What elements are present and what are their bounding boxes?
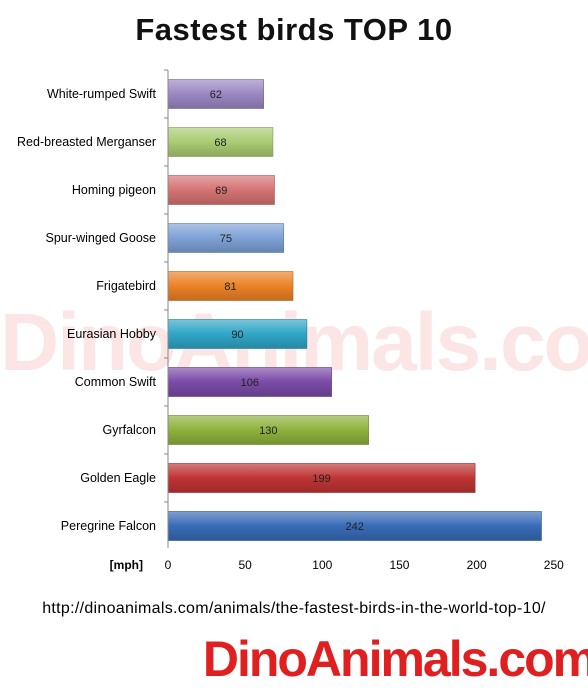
bar — [167, 367, 332, 397]
category-label: Peregrine Falcon — [61, 519, 156, 533]
category-label: Golden Eagle — [80, 471, 156, 485]
category-label: Gyrfalcon — [103, 423, 157, 437]
category-labels: White-rumped Swift Red-breasted Merganser… — [17, 69, 168, 533]
bar-value-label: 90 — [231, 329, 243, 341]
bar — [167, 271, 294, 301]
bar — [167, 319, 308, 349]
bar-value-label: 242 — [346, 521, 364, 533]
bar — [167, 415, 369, 445]
bar-value-label: 75 — [220, 233, 232, 245]
bar — [167, 175, 275, 205]
category-label: Spur-winged Goose — [46, 231, 157, 245]
category-label: Frigatebird — [96, 279, 156, 293]
bar-chart: 62 68 69 75 81 90 106 130 199 242 White-rumped Sw… — [17, 69, 564, 572]
source-url: http://dinoanimals.com/animals/the-faste… — [42, 600, 546, 617]
bar-value-label: 106 — [241, 377, 259, 389]
x-tick-label: 250 — [544, 558, 564, 572]
x-tick-label: 150 — [389, 558, 409, 572]
bar-value-label: 68 — [214, 137, 226, 149]
bar — [167, 463, 476, 493]
bar-value-label: 62 — [210, 89, 222, 101]
category-label: Eurasian Hobby — [67, 327, 157, 341]
bar — [167, 511, 542, 541]
chart-title: Fastest birds TOP 10 — [135, 12, 453, 47]
bar — [167, 223, 285, 253]
x-tick-label: 200 — [467, 558, 487, 572]
x-tick-label: 50 — [238, 558, 252, 572]
category-label: Common Swift — [75, 375, 157, 389]
bars-layer: 62 68 69 75 81 90 106 130 199 242 — [167, 79, 542, 541]
x-tick-label: 0 — [165, 558, 172, 572]
category-label: Red-breasted Merganser — [17, 135, 156, 149]
x-tick-label: 100 — [312, 558, 332, 572]
category-label: Homing pigeon — [72, 183, 156, 197]
bar-value-label: 81 — [224, 281, 236, 293]
category-label: White-rumped Swift — [47, 87, 157, 101]
logo-text: DinoAnimals.com — [203, 631, 588, 687]
bar — [167, 79, 264, 109]
bar-value-label: 130 — [259, 425, 277, 437]
x-tick-labels: 0 50 100 150 200 250 — [165, 558, 564, 572]
bar-value-label: 69 — [215, 185, 227, 197]
bar-value-label: 199 — [312, 473, 330, 485]
x-axis-unit-label: [mph] — [110, 558, 143, 572]
dinoanimals-logo: DinoAnimals.com — [203, 631, 588, 687]
